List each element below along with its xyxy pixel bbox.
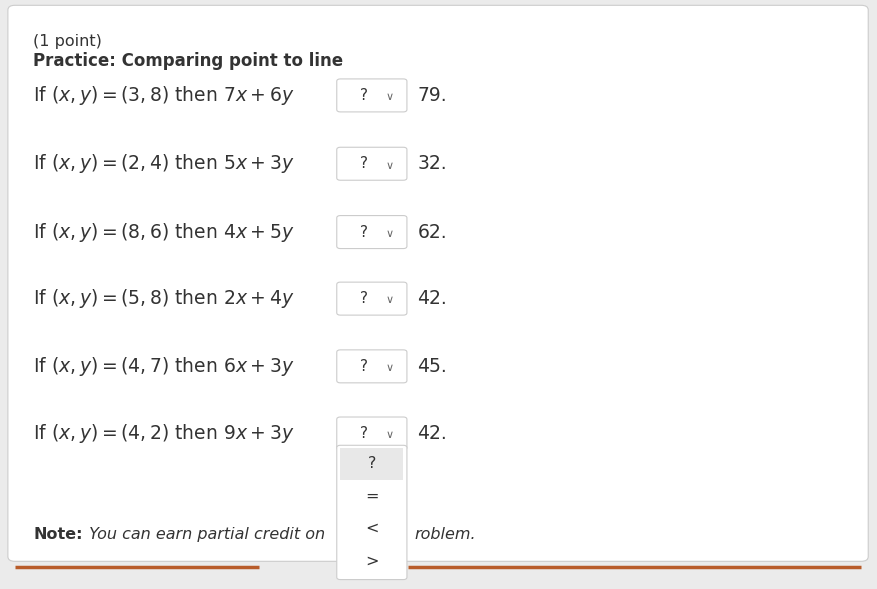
FancyBboxPatch shape xyxy=(8,5,868,561)
Text: ?: ? xyxy=(367,456,376,471)
Text: roblem.: roblem. xyxy=(414,527,475,542)
Text: If $(x, y) = (5, 8)$ then $2x + 4y$: If $(x, y) = (5, 8)$ then $2x + 4y$ xyxy=(33,287,295,310)
Text: If $(x, y) = (4, 2)$ then $9x + 3y$: If $(x, y) = (4, 2)$ then $9x + 3y$ xyxy=(33,422,295,445)
Text: ?: ? xyxy=(360,156,368,171)
Text: =: = xyxy=(365,489,379,504)
Text: ?: ? xyxy=(360,224,368,240)
FancyBboxPatch shape xyxy=(337,79,407,112)
Text: >: > xyxy=(365,554,379,568)
Text: ∨: ∨ xyxy=(386,92,394,102)
Text: ∨: ∨ xyxy=(386,161,394,170)
Text: If $(x, y) = (4, 7)$ then $6x + 3y$: If $(x, y) = (4, 7)$ then $6x + 3y$ xyxy=(33,355,295,378)
Text: 32.: 32. xyxy=(417,154,447,173)
FancyBboxPatch shape xyxy=(337,417,407,450)
Text: 42.: 42. xyxy=(417,289,447,308)
Text: ∨: ∨ xyxy=(386,296,394,305)
Text: If $(x, y) = (8, 6)$ then $4x + 5y$: If $(x, y) = (8, 6)$ then $4x + 5y$ xyxy=(33,220,295,244)
FancyBboxPatch shape xyxy=(337,350,407,383)
Text: ∨: ∨ xyxy=(386,363,394,373)
FancyBboxPatch shape xyxy=(340,448,403,480)
Text: If $(x, y) = (2, 4)$ then $5x + 3y$: If $(x, y) = (2, 4)$ then $5x + 3y$ xyxy=(33,152,295,176)
Text: 79.: 79. xyxy=(417,86,447,105)
Text: 45.: 45. xyxy=(417,357,447,376)
Text: ?: ? xyxy=(360,426,368,441)
Text: <: < xyxy=(365,521,379,536)
Text: ∨: ∨ xyxy=(386,431,394,440)
Text: If $(x, y) = (3, 8)$ then $7x + 6y$: If $(x, y) = (3, 8)$ then $7x + 6y$ xyxy=(33,84,295,107)
Text: Note:: Note: xyxy=(33,527,82,542)
Text: You can earn partial credit on: You can earn partial credit on xyxy=(84,527,325,542)
Text: ?: ? xyxy=(360,88,368,103)
Text: ∨: ∨ xyxy=(386,229,394,239)
Text: 62.: 62. xyxy=(417,223,447,241)
FancyBboxPatch shape xyxy=(337,445,407,580)
Text: (1 point): (1 point) xyxy=(33,34,103,49)
FancyBboxPatch shape xyxy=(337,282,407,315)
Text: ?: ? xyxy=(360,359,368,374)
FancyBboxPatch shape xyxy=(337,216,407,249)
Text: 42.: 42. xyxy=(417,424,447,443)
FancyBboxPatch shape xyxy=(337,147,407,180)
Text: Practice: Comparing point to line: Practice: Comparing point to line xyxy=(33,52,344,70)
Text: ?: ? xyxy=(360,291,368,306)
